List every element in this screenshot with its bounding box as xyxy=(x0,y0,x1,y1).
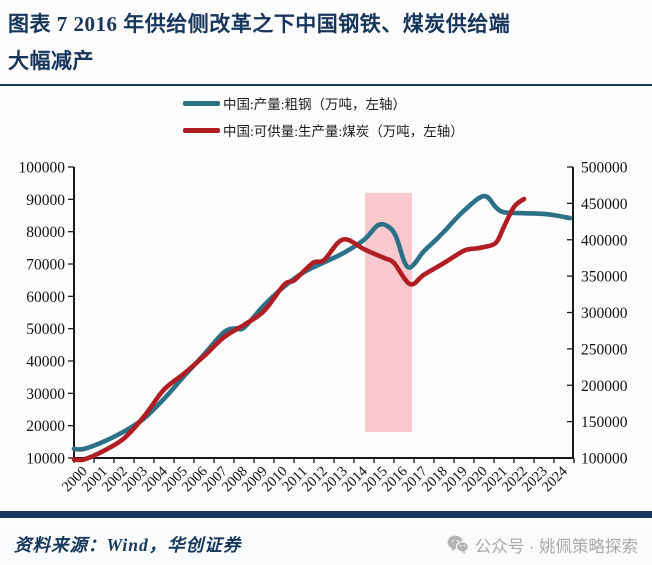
chart-title-line2: 大幅减产 xyxy=(8,49,94,73)
left-axis-tick-label: 10000 xyxy=(26,451,65,468)
right-axis-tick-label: 400000 xyxy=(581,232,628,249)
left-axis-tick-label: 20000 xyxy=(26,418,65,435)
legend-item-steel: 中国:产量:粗钢（万吨，左轴） xyxy=(183,92,464,114)
right-axis-tick-label: 350000 xyxy=(581,269,628,286)
x-axis-tick-label: 2024 xyxy=(539,463,571,495)
left-axis-tick-label: 80000 xyxy=(26,224,65,241)
footer: 资料来源：Wind，华创证券 公众号 · 姚佩策略探索 xyxy=(0,524,652,565)
legend-label-steel: 中国:产量:粗钢（万吨，左轴） xyxy=(223,97,407,112)
chart-title-line1: 图表 7 2016 年供给侧改革之下中国钢铁、煤炭供给端 xyxy=(8,12,511,36)
steel-production-line xyxy=(71,193,573,452)
right-axis-tick-label: 500000 xyxy=(581,160,628,177)
left-axis-tick-label: 30000 xyxy=(26,386,65,403)
bottom-divider-bar xyxy=(0,511,652,518)
right-axis-tick-label: 200000 xyxy=(581,378,628,395)
wechat-icon xyxy=(447,535,469,554)
steel-line-swatch xyxy=(183,100,220,106)
left-axis-tick-label: 40000 xyxy=(26,354,65,371)
right-axis-tick-label: 450000 xyxy=(581,196,628,213)
wechat-account: 公众号 · 姚佩策略探索 xyxy=(447,533,638,557)
wechat-account-label: 公众号 · 姚佩策略探索 xyxy=(474,537,638,556)
left-axis-tick-label: 90000 xyxy=(26,192,65,209)
right-axis-tick-label: 150000 xyxy=(581,414,628,431)
coal-production-line xyxy=(71,196,527,463)
data-source-text: 资料来源：Wind，华创证券 xyxy=(14,535,242,555)
left-axis-tick-label: 70000 xyxy=(26,257,65,274)
right-axis-tick-label: 250000 xyxy=(581,341,628,358)
legend-item-coal: 中国:可供量:生产量:煤炭（万吨，左轴） xyxy=(183,119,464,141)
chart-title: 图表 7 2016 年供给侧改革之下中国钢铁、煤炭供给端 大幅减产 xyxy=(8,6,648,80)
left-axis-tick-label: 50000 xyxy=(26,321,65,338)
coal-line-swatch xyxy=(183,127,220,133)
legend: 中国:产量:粗钢（万吨，左轴） 中国:可供量:生产量:煤炭（万吨，左轴） xyxy=(183,92,464,141)
title-separator-line xyxy=(0,84,652,86)
left-axis-tick-label: 100000 xyxy=(19,160,66,177)
chart-canvas: 10000 20000 30000 40000 50000 60000 70000 80000… xyxy=(19,160,628,496)
legend-label-coal: 中国:可供量:生产量:煤炭（万吨，左轴） xyxy=(223,124,464,139)
right-axis-tick-label: 100000 xyxy=(581,451,628,468)
right-axis-tick-label: 300000 xyxy=(581,305,628,322)
left-axis-tick-label: 60000 xyxy=(26,289,65,306)
